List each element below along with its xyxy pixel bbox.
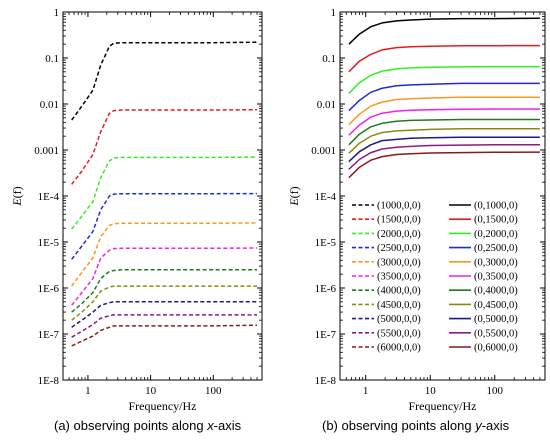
caption-a-axis: x <box>207 418 214 433</box>
series-line-8 <box>71 285 257 321</box>
legend-label-solid: (0,1500,0) <box>474 215 518 226</box>
legend-label-dashed: (5000,0,0) <box>377 314 421 325</box>
y-tick-label: 1E-6 <box>38 283 60 295</box>
y-tick-label: 1E-4 <box>315 191 337 203</box>
legend-label-solid: (0,6000,0) <box>474 343 518 354</box>
y-tick-label: 0.1 <box>322 53 336 65</box>
caption-b: (b) observing points along y-axis <box>322 418 509 433</box>
y-tick-label: 0.01 <box>317 99 336 111</box>
series-line-11 <box>348 151 540 179</box>
x-tick-label: 10 <box>145 385 157 397</box>
y-axis-title: E(f) <box>287 186 301 206</box>
y-tick-label: 1 <box>54 7 60 19</box>
y-tick-label: 1E-4 <box>38 191 60 203</box>
legend-label-dashed: (2000,0,0) <box>377 229 421 240</box>
legend-label-solid: (0,2500,0) <box>474 243 518 254</box>
x-tick-label: 1 <box>85 385 91 397</box>
y-tick-label: 1E-7 <box>315 329 337 341</box>
series-line-6 <box>71 247 258 306</box>
series-line-1 <box>71 41 258 121</box>
series-line-6 <box>348 108 540 136</box>
series-line-5 <box>348 96 540 125</box>
legend-label-dashed: (5500,0,0) <box>377 328 421 339</box>
x-axis-title: Frequency/Hz <box>129 399 197 413</box>
y-tick-label: 1E-8 <box>315 375 337 387</box>
y-tick-label: 1E-6 <box>315 283 337 295</box>
caption-b-prefix: (b) observing points along <box>322 418 476 433</box>
series-line-2 <box>348 44 540 73</box>
y-tick-label: 1 <box>331 7 337 19</box>
x-tick-label: 100 <box>205 385 222 397</box>
series-line-4 <box>71 192 258 260</box>
legend-label-dashed: (2500,0,0) <box>377 243 421 254</box>
legend-label-dashed: (4500,0,0) <box>377 300 421 311</box>
y-axis-title-italic: E <box>10 198 24 207</box>
series-line-4 <box>348 82 540 112</box>
caption-b-suffix: -axis <box>481 418 510 433</box>
figure: 1 0.1 0.01 0.001 1E-4 1E-5 1E-6 1E-7 1E-8 1 10 100 F… <box>10 7 546 413</box>
y-tick-label: 1E-7 <box>38 329 60 341</box>
series-line-8 <box>348 127 540 154</box>
series-line-3 <box>348 65 540 94</box>
caption-a-suffix: -axis <box>213 418 242 433</box>
x-tick-label: 10 <box>425 385 437 397</box>
legend: (1000,0,0) (1500,0,0) (2000,0,0) (2500,0,0)… <box>352 201 518 354</box>
series-line-10 <box>71 314 257 338</box>
y-tick-label: 0.001 <box>34 145 59 157</box>
x-tick-label: 100 <box>487 385 504 397</box>
legend-label-solid: (0,4000,0) <box>474 286 518 297</box>
y-tick-label: 1E-5 <box>38 237 60 249</box>
series-line-9 <box>71 301 257 328</box>
legend-label-dashed: (3000,0,0) <box>377 257 421 268</box>
legend-label-dashed: (1000,0,0) <box>377 201 421 212</box>
series-line-11 <box>71 324 258 347</box>
y-tick-label: 0.001 <box>311 145 336 157</box>
y-tick-label: 1E-5 <box>315 237 337 249</box>
y-axis-title: E(f) <box>10 186 24 206</box>
legend-label-dashed: (4000,0,0) <box>377 286 421 297</box>
legend-label-solid: (0,1000,0) <box>474 201 518 212</box>
series-line-2 <box>71 108 258 185</box>
caption-b-axis: y <box>475 418 482 433</box>
series-line-7 <box>348 118 540 146</box>
y-tick-label: 1E-8 <box>38 375 60 387</box>
chart-panel-b: 1 0.1 0.01 0.001 1E-4 1E-5 1E-6 1E-7 1E-8 1 10 100 F… <box>287 7 546 413</box>
y-axis-title-italic: E <box>287 198 301 207</box>
series-line-9 <box>348 136 540 163</box>
legend-label-solid: (0,2000,0) <box>474 229 518 240</box>
y-tick-label: 0.01 <box>40 99 59 111</box>
legend-label-solid: (0,4500,0) <box>474 300 518 311</box>
chart-panel-a: 1 0.1 0.01 0.001 1E-4 1E-5 1E-6 1E-7 1E-8 1 10 100 F… <box>10 7 263 413</box>
series-line-5 <box>71 222 258 287</box>
series-line-1 <box>348 17 540 45</box>
series-line-7 <box>71 268 257 313</box>
legend-label-solid: (0,3500,0) <box>474 272 518 283</box>
caption-a: (a) observing points along x-axis <box>54 418 241 433</box>
legend-label-dashed: (1500,0,0) <box>377 215 421 226</box>
x-axis-title: Frequency/Hz <box>409 399 477 413</box>
legend-label-dashed: (3500,0,0) <box>377 272 421 283</box>
legend-label-dashed: (6000,0,0) <box>377 343 421 354</box>
series-line-10 <box>348 144 540 170</box>
caption-a-prefix: (a) observing points along <box>54 418 208 433</box>
y-axis-title-rest: (f) <box>10 186 24 198</box>
y-axis-title-rest: (f) <box>287 186 301 198</box>
plot-frame <box>62 11 263 381</box>
x-tick-label: 1 <box>363 385 369 397</box>
legend-label-solid: (0,3000,0) <box>474 257 518 268</box>
y-tick-label: 0.1 <box>45 53 59 65</box>
series-line-3 <box>71 156 258 230</box>
legend-label-solid: (0,5500,0) <box>474 328 518 339</box>
legend-label-solid: (0,5000,0) <box>474 314 518 325</box>
